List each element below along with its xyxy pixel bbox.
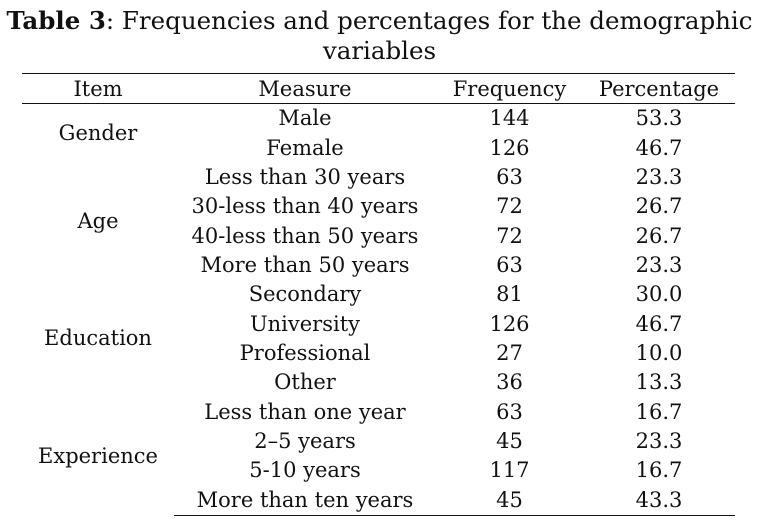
- measure-cell: Female: [266, 135, 344, 160]
- frequency-cell: 126: [489, 135, 530, 160]
- column-header-frequency: Frequency: [436, 73, 583, 104]
- table-row: University 126 46.7: [22, 309, 735, 338]
- frequency-cell: 81: [496, 282, 523, 307]
- demographics-table: Item Measure Frequency Percentage Gender…: [22, 73, 735, 516]
- measure-cell: 5-10 years: [249, 458, 361, 483]
- table-body: Gender Male 144 53.3 Female 126 46.7 Age Less th…: [22, 104, 735, 516]
- percentage-cell: 13.3: [635, 370, 683, 395]
- measure-cell: Professional: [239, 340, 371, 365]
- percentage-cell: 46.7: [635, 135, 683, 160]
- measure-cell: 40-less than 50 years: [191, 223, 419, 248]
- percentage-cell: 26.7: [635, 194, 683, 219]
- percentage-cell: 53.3: [635, 106, 683, 131]
- percentage-cell: 10.0: [635, 340, 683, 365]
- measure-cell: Male: [278, 106, 332, 131]
- item-cell: Age: [77, 208, 119, 233]
- percentage-cell: 23.3: [635, 428, 683, 453]
- item-cell: Education: [44, 326, 152, 351]
- table-row: Professional 27 10.0: [22, 339, 735, 368]
- table-caption: Table 3: Frequencies and percentages for…: [0, 6, 759, 66]
- column-header-measure: Measure: [174, 73, 436, 104]
- table-row: 2–5 years 45 23.3: [22, 427, 735, 456]
- table-row: More than 50 years 63 23.3: [22, 251, 735, 280]
- frequency-cell: 117: [489, 458, 530, 483]
- measure-cell: Other: [274, 370, 336, 395]
- frequency-cell: 63: [496, 399, 523, 424]
- percentage-cell: 26.7: [635, 223, 683, 248]
- measure-cell: Less than 30 years: [204, 164, 406, 189]
- column-header-percentage: Percentage: [583, 73, 735, 104]
- measure-cell: 2–5 years: [254, 428, 356, 453]
- table-header-row: Item Measure Frequency Percentage: [22, 73, 735, 104]
- measure-cell: Less than one year: [204, 399, 406, 424]
- table-caption-label: Table 3: [6, 6, 106, 35]
- table-row: 5-10 years 117 16.7: [22, 456, 735, 485]
- column-header-item: Item: [22, 73, 174, 104]
- table-row: Gender Male 144 53.3: [22, 104, 735, 145]
- table-row: Education Secondary 81 30.0: [22, 280, 735, 350]
- frequency-cell: 27: [496, 340, 523, 365]
- percentage-cell: 43.3: [583, 485, 735, 516]
- frequency-cell: 36: [496, 370, 523, 395]
- item-cell: Experience: [38, 443, 158, 468]
- frequency-cell: 126: [489, 311, 530, 336]
- item-cell: Gender: [58, 120, 138, 145]
- frequency-cell: 72: [496, 194, 523, 219]
- frequency-cell: 144: [489, 106, 530, 131]
- percentage-cell: 16.7: [635, 458, 683, 483]
- measure-cell: More than ten years: [174, 485, 436, 516]
- table-caption-text: : Frequencies and percentages for the de…: [105, 6, 753, 65]
- percentage-cell: 30.0: [635, 282, 683, 307]
- table-row: 40-less than 50 years 72 26.7: [22, 221, 735, 250]
- frequency-cell: 45: [436, 485, 583, 516]
- measure-cell: 30-less than 40 years: [191, 194, 419, 219]
- frequency-cell: 45: [496, 428, 523, 453]
- frequency-cell: 63: [496, 252, 523, 277]
- table-row: Female 126 46.7: [22, 133, 735, 162]
- percentage-cell: 46.7: [635, 311, 683, 336]
- percentage-cell: 23.3: [635, 252, 683, 277]
- frequency-cell: 72: [496, 223, 523, 248]
- table-row: More than ten years 45 43.3: [22, 485, 735, 516]
- table-row: Other 36 13.3: [22, 368, 735, 397]
- percentage-cell: 16.7: [635, 399, 683, 424]
- table-row: 30-less than 40 years 72 26.7: [22, 192, 735, 221]
- table-row: Experience Less than one year 63 16.7: [22, 397, 735, 468]
- frequency-cell: 63: [496, 164, 523, 189]
- measure-cell: More than 50 years: [200, 252, 410, 277]
- measure-cell: University: [249, 311, 361, 336]
- percentage-cell: 23.3: [635, 164, 683, 189]
- measure-cell: Secondary: [248, 282, 362, 307]
- table-row: Age Less than 30 years 63 23.3: [22, 163, 735, 233]
